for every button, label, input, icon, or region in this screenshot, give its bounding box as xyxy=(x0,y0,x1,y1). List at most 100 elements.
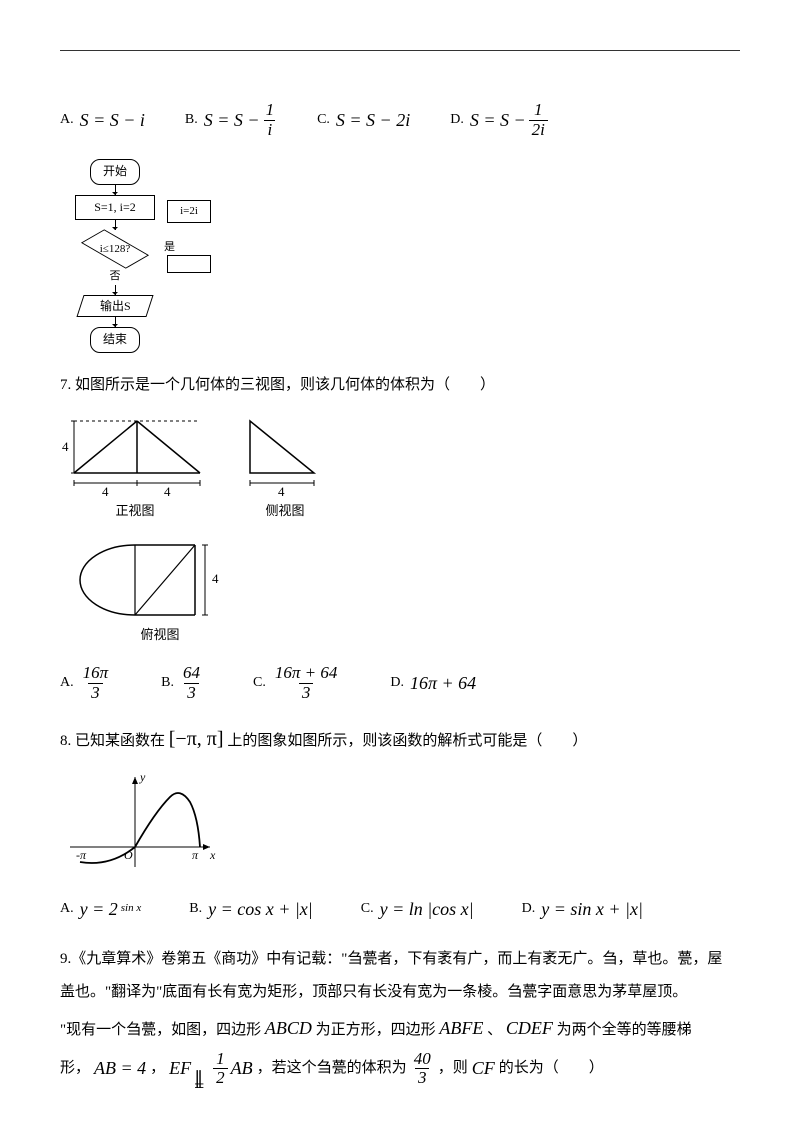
interval: [−π, π] xyxy=(169,723,224,755)
q7-text: 7. 如图所示是一个几何体的三视图，则该几何体的体积为（ ） xyxy=(60,373,740,397)
q8-option-d: D. y = sin x + |x| xyxy=(522,895,643,924)
denominator: 3 xyxy=(299,683,314,703)
t: ，则 xyxy=(438,1052,468,1085)
q7-option-d: D. 16π + 64 xyxy=(390,669,476,698)
q9-line4: 形， AB = 4 ， EF ∥ = 1 2 AB ，若这个刍甍的体积为 40 … xyxy=(60,1049,740,1089)
fraction: 64 3 xyxy=(180,664,203,702)
fc-no-label: 否 xyxy=(60,268,170,286)
ab-eq: AB = 4 xyxy=(94,1049,146,1089)
opt-label: C. xyxy=(253,672,266,694)
svg-text:O: O xyxy=(124,848,133,862)
fraction: 16π 3 xyxy=(80,664,112,702)
fc-start: 开始 xyxy=(90,159,140,184)
q8-option-c: C. y = ln |cos x| xyxy=(361,895,474,924)
q6-option-c: C. S = S − 2i xyxy=(317,106,410,135)
opt-label: C. xyxy=(361,898,374,920)
opt-label: C. xyxy=(317,109,330,131)
text-post: 上的图象如图所示，则该函数的解析式可能是（ ） xyxy=(227,733,587,749)
svg-text:π: π xyxy=(192,848,199,862)
q6-option-d: D. S = S − 1 2i xyxy=(450,101,548,139)
math-expr: y = ln |cos x| xyxy=(380,895,474,924)
denominator: 3 xyxy=(88,683,103,703)
t: 、 xyxy=(487,1022,502,1038)
out-text: 输出S xyxy=(100,296,131,316)
numerator: 16π xyxy=(80,664,112,683)
opt-label: B. xyxy=(185,109,198,131)
fc-init: S=1, i=2 xyxy=(75,195,155,220)
t: 为两个全等的等腰梯 xyxy=(557,1022,692,1038)
t: "现有一个刍甍，如图，四边形 xyxy=(60,1022,261,1038)
side-view-svg: 4 xyxy=(240,411,330,501)
cdef: CDEF xyxy=(506,1009,553,1049)
fc-output: 输出S xyxy=(76,295,153,317)
svg-text:4: 4 xyxy=(62,439,69,454)
svg-text:x: x xyxy=(209,848,216,862)
denominator: 3 xyxy=(415,1068,430,1088)
q6-option-b: B. S = S − 1 i xyxy=(185,101,277,139)
q9-block: 9.《九章算术》卷第五《商功》中有记载："刍甍者，下有袤有广，而上有袤无广。刍，… xyxy=(60,943,740,1088)
q8-option-a: A. y = 2sin x xyxy=(60,895,141,924)
svg-text:4: 4 xyxy=(164,484,171,499)
opt-label: A. xyxy=(60,898,74,920)
ef: EF xyxy=(169,1049,191,1089)
expr-base: y = 2 xyxy=(80,895,118,924)
arrow-icon xyxy=(115,185,116,195)
page-top-rule xyxy=(60,50,740,51)
view-label: 正视图 xyxy=(60,501,210,522)
cond-text: i≤128? xyxy=(80,241,150,259)
view-label: 侧视图 xyxy=(240,501,330,522)
math-expr: y = sin x + |x| xyxy=(541,895,643,924)
arrow-icon xyxy=(115,317,116,327)
denominator: 2 xyxy=(213,1068,228,1088)
fraction: 1 2 xyxy=(213,1050,228,1088)
q7-option-b: B. 64 3 xyxy=(161,664,203,702)
opt-label: B. xyxy=(161,672,174,694)
view-label: 俯视图 xyxy=(60,625,260,646)
q9-line2: 盖也。"翻译为"底面有长有宽为矩形，顶部只有长没有宽为一条棱。刍甍字面意思为茅草… xyxy=(60,976,740,1009)
math-expr: S = S − 1 2i xyxy=(470,101,548,139)
t: 形， xyxy=(60,1052,90,1085)
q6-options: A. S = S − i B. S = S − 1 i C. S = S − 2… xyxy=(60,101,740,139)
side-view: 4 侧视图 xyxy=(240,411,330,522)
numerator: 16π + 64 xyxy=(272,664,341,683)
svg-text:4: 4 xyxy=(102,484,109,499)
opt-label: B. xyxy=(189,898,202,920)
superscript: sin x xyxy=(121,900,141,918)
q7-option-a: A. 16π 3 xyxy=(60,664,111,702)
top-view-svg: 4 xyxy=(60,535,230,625)
denominator: 2i xyxy=(529,120,548,140)
q6-option-a: A. S = S − i xyxy=(60,106,145,135)
numerator: 1 xyxy=(263,101,278,120)
cf: CF xyxy=(472,1049,495,1089)
abcd: ABCD xyxy=(265,1009,312,1049)
svg-text:y: y xyxy=(139,770,146,784)
front-view-svg: 4 4 4 xyxy=(60,411,210,501)
fraction: 1 2i xyxy=(529,101,548,139)
q9-line3: "现有一个刍甍，如图，四边形 ABCD 为正方形，四边形 ABFE 、 CDEF… xyxy=(60,1009,740,1049)
q8-options: A. y = 2sin x B. y = cos x + |x| C. y = … xyxy=(60,895,740,924)
q6-flowchart: 开始 S=1, i=2 i≤128? i=2i 是 否 输出S 结束 xyxy=(60,159,170,352)
fc-end: 结束 xyxy=(90,327,140,352)
fraction: 1 i xyxy=(263,101,278,139)
q7-option-c: C. 16π + 64 3 xyxy=(253,664,340,702)
front-view: 4 4 4 正视图 xyxy=(60,411,210,522)
opt-label: A. xyxy=(60,672,74,694)
t: ， xyxy=(150,1052,165,1085)
svg-text:-π: -π xyxy=(76,848,87,862)
math-expr: S = S − 1 i xyxy=(204,101,277,139)
ef-relation: EF ∥ = 1 2 AB xyxy=(169,1049,253,1089)
q7-options: A. 16π 3 B. 64 3 C. 16π + 64 3 D. 16π + … xyxy=(60,664,740,702)
numerator: 40 xyxy=(411,1050,434,1069)
fc-blank-box xyxy=(167,255,211,273)
fraction: 16π + 64 3 xyxy=(272,664,341,702)
math-expr: S = S − i xyxy=(80,106,145,135)
arrow-icon xyxy=(115,220,116,230)
q9-line1: 9.《九章算术》卷第五《商功》中有记载："刍甍者，下有袤有广，而上有袤无广。刍，… xyxy=(60,943,740,976)
denominator: 3 xyxy=(184,683,199,703)
fc-yes-branch: i=2i 是 xyxy=(164,200,214,273)
opt-label: D. xyxy=(390,672,404,694)
lhs: S = S − xyxy=(204,106,260,135)
top-view-block: 4 俯视图 xyxy=(60,535,740,646)
fc-condition: i≤128? xyxy=(80,230,150,268)
text-pre: 8. 已知某函数在 xyxy=(60,733,165,749)
